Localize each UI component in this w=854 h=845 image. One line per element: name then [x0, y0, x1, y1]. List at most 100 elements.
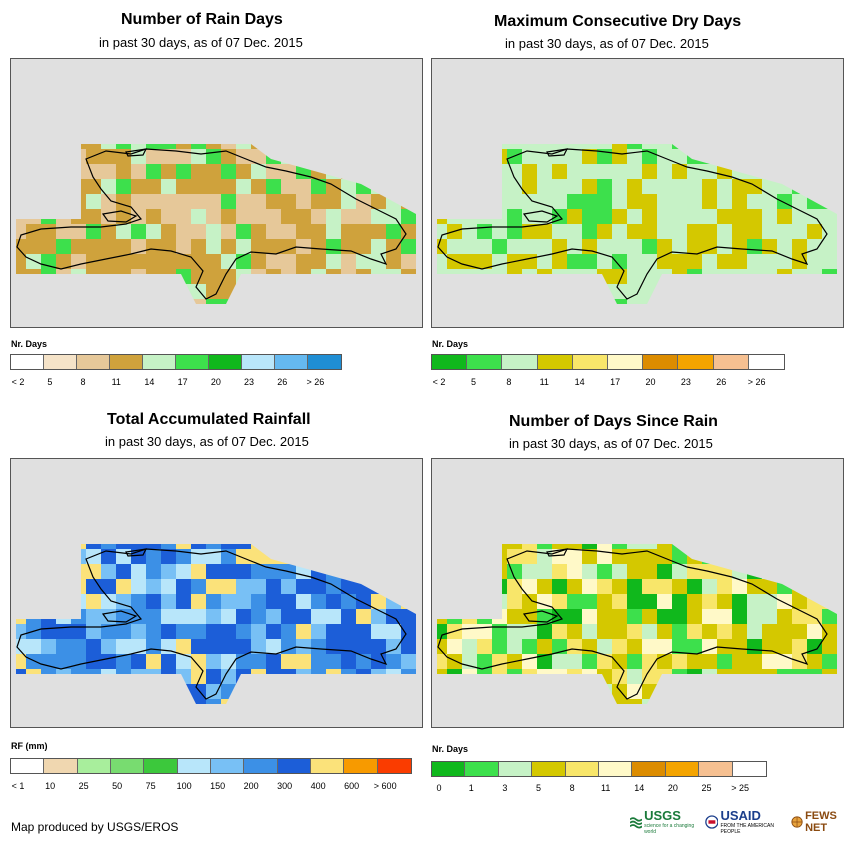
map-cell: [492, 579, 507, 594]
map-cell: [356, 144, 371, 149]
map-cell: [807, 269, 822, 284]
map-cell: [462, 284, 477, 299]
map-cell: [537, 639, 552, 654]
map-cell: [191, 564, 206, 579]
map-cell: [837, 89, 844, 104]
map-cell: [492, 89, 507, 104]
island-outline: [437, 148, 828, 300]
map-cell: [131, 489, 146, 504]
map-cell: [41, 459, 56, 474]
map-cell: [437, 609, 447, 624]
map-cell: [311, 564, 326, 579]
map-cell: [627, 699, 642, 704]
map-cell: [236, 579, 251, 594]
map-cell: [176, 74, 191, 89]
map-cell: [236, 164, 251, 179]
map-cell: [642, 119, 657, 134]
map-cell: [642, 269, 657, 284]
map-cell: [56, 474, 71, 489]
map-cell: [462, 74, 477, 89]
map-cell: [822, 714, 837, 728]
map-cell: [416, 269, 423, 284]
map-cell: [582, 594, 597, 609]
map-cell: [837, 119, 844, 134]
map-cell: [522, 639, 537, 654]
legend-swatch: [432, 355, 468, 369]
map-cell: [41, 179, 56, 194]
map-cell: [16, 224, 26, 239]
map-cell: [777, 519, 792, 534]
map-cell: [807, 224, 822, 239]
map-cell: [326, 164, 341, 179]
map-cell: [747, 144, 762, 149]
map-cell: [462, 89, 477, 104]
map-cell: [221, 144, 236, 149]
map-cell: [326, 269, 341, 284]
map-cell: [507, 519, 522, 534]
map-cell: [477, 284, 492, 299]
map-cell: [447, 504, 462, 519]
map-cell: [552, 299, 567, 304]
map-cell: [176, 544, 191, 549]
map-cell: [702, 269, 717, 284]
map-cell: [296, 609, 311, 624]
map-cell: [356, 639, 371, 654]
map-cell: [822, 504, 837, 519]
legend-tick-label: 300: [277, 781, 293, 791]
map-cell: [71, 544, 86, 549]
map-cell: [161, 194, 176, 209]
map-cell: [432, 74, 447, 89]
map-cell: [672, 624, 687, 639]
map-cell: [627, 609, 642, 624]
map-cell: [447, 144, 462, 149]
map-cell: [672, 299, 687, 304]
map-cell: [567, 284, 582, 299]
map-cell: [296, 544, 311, 549]
legend-swatch: [502, 355, 538, 369]
map-cell: [356, 314, 371, 328]
fews-globe-icon: [791, 815, 803, 828]
map-cell: [522, 144, 537, 149]
map-cell: [447, 564, 462, 579]
map-cell: [732, 669, 747, 684]
map-cell: [732, 609, 747, 624]
map-cell: [702, 639, 717, 654]
map-cell: [837, 624, 844, 639]
map-cell: [522, 239, 537, 254]
map-cell: [401, 144, 416, 149]
map-cell: [447, 149, 462, 164]
map-cell: [582, 714, 597, 728]
map-cell: [311, 224, 326, 239]
map-cell: [437, 549, 447, 564]
map-cell: [16, 684, 26, 699]
map-cell: [792, 639, 807, 654]
map-cell: [356, 149, 371, 164]
map-cell: [86, 224, 101, 239]
map-cell: [311, 639, 326, 654]
map-cell: [837, 239, 844, 254]
map-cell: [221, 579, 236, 594]
map-cell: [822, 624, 837, 639]
map-cell: [191, 239, 206, 254]
map-cell: [537, 684, 552, 699]
map-cell: [537, 104, 552, 119]
map-cell: [71, 699, 86, 704]
map-cell: [16, 669, 26, 684]
map-cell: [837, 579, 844, 594]
map-cell: [416, 699, 423, 714]
map-cell: [101, 164, 116, 179]
map-cell: [552, 684, 567, 699]
map-cell: [732, 179, 747, 194]
map-cell: [161, 609, 176, 624]
map-cell: [537, 299, 552, 304]
map-cell: [71, 594, 86, 609]
map-cell: [522, 284, 537, 299]
island-outline: [16, 148, 407, 300]
map-cell: [191, 519, 206, 534]
map-cell: [356, 299, 371, 304]
map-cell: [792, 144, 807, 149]
map-cell: [807, 119, 822, 134]
map-cell: [747, 504, 762, 519]
map-cell: [71, 624, 86, 639]
map-cell: [822, 74, 837, 89]
